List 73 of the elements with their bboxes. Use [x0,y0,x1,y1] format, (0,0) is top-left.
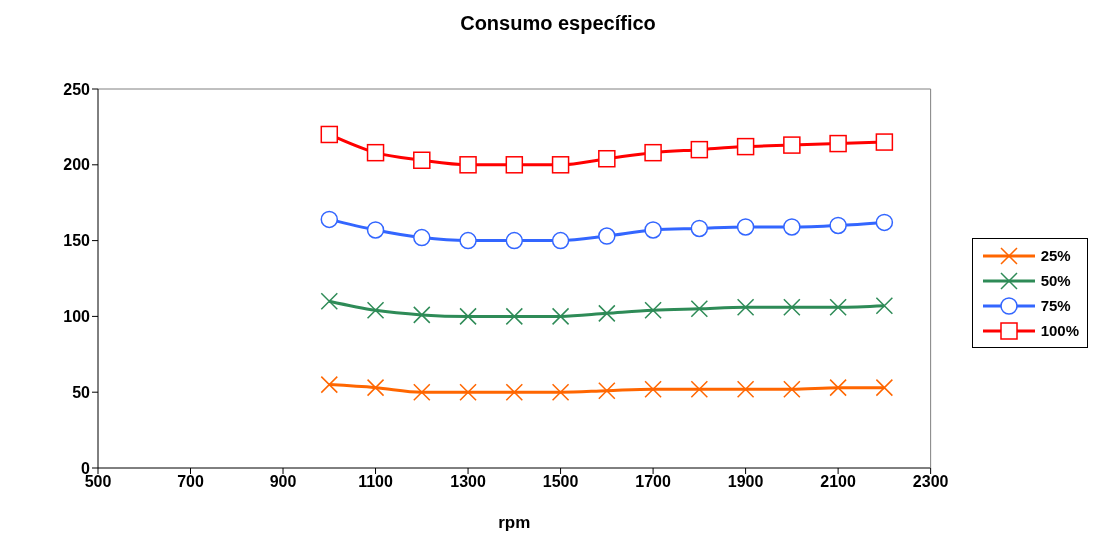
x-tick-label: 1100 [358,473,393,491]
point [598,304,616,323]
point [366,301,385,320]
point [690,219,709,238]
point [783,380,801,398]
y-tick-label: 50 [72,383,91,401]
y-tick-label: 200 [63,156,91,174]
point [875,133,894,151]
point [320,292,339,310]
point [366,378,385,397]
point [413,383,431,401]
point [598,381,616,400]
point [690,300,709,318]
point [736,137,755,156]
point [551,383,570,401]
point [413,306,431,324]
point [413,151,431,169]
point [505,307,524,326]
x-tick-label: 500 [84,473,112,491]
point [505,231,524,250]
point [829,298,847,317]
point [413,228,431,247]
point [366,143,385,162]
point [783,298,801,317]
point [736,380,755,398]
x-tick-label: 2300 [912,473,949,491]
point [459,231,477,250]
point [459,307,477,326]
x-tick-label: 1500 [542,473,579,491]
x-tick-label: 700 [177,473,204,491]
point [644,143,662,162]
point [829,378,847,397]
point [783,136,801,154]
point [875,297,894,315]
point [551,156,570,174]
x-axis-title: rpm [498,513,531,532]
point [690,380,709,398]
point [644,301,662,320]
legend-label: 50% [1040,272,1071,289]
x-tick-label: 900 [269,473,297,491]
point [736,218,755,236]
point [829,216,847,235]
point [690,140,709,159]
point [783,218,801,236]
legend-label: 25% [1040,247,1071,264]
x-tick-label: 1700 [635,473,671,491]
point [320,210,339,229]
legend-label: 100% [1040,322,1079,339]
point [644,380,662,398]
y-tick-label: 150 [63,232,91,250]
point [320,375,339,394]
point [459,383,477,401]
point [505,383,524,401]
point [875,213,894,232]
y-tick-label: 250 [63,80,91,98]
x-tick-label: 2100 [820,473,857,491]
point [551,231,570,250]
point [598,227,616,245]
point [829,134,847,153]
point [736,298,755,317]
point [598,149,616,168]
legend-label: 75% [1040,297,1071,314]
point [644,221,662,239]
point [459,156,477,174]
point [320,125,339,144]
point [875,378,894,397]
x-tick-label: 1300 [450,473,486,491]
chart-title: Consumo específico [459,11,657,36]
x-tick-label: 1900 [727,473,764,491]
point [505,156,524,174]
point [551,307,570,326]
point [366,221,385,239]
y-tick-label: 100 [63,308,91,326]
